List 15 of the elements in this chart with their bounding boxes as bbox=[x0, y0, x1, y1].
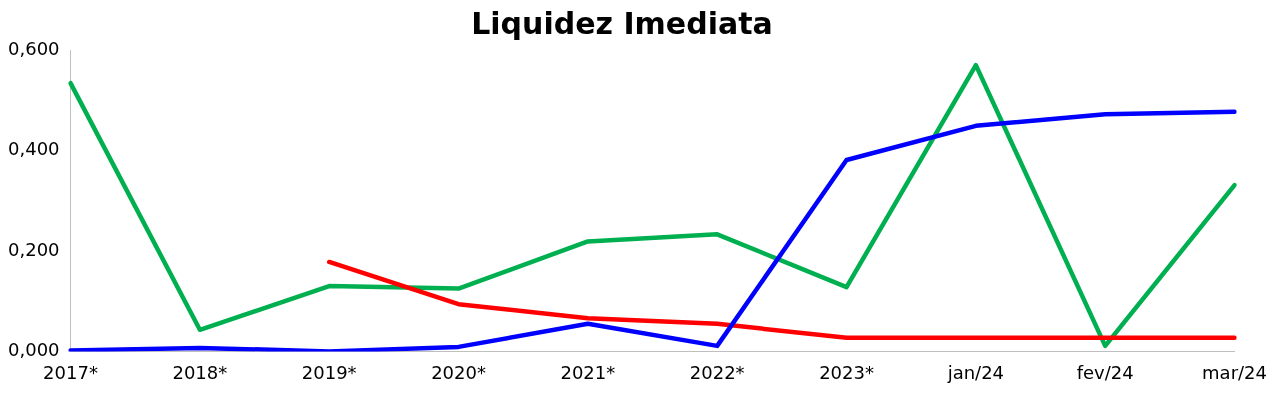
x-tick-label: 2018* bbox=[172, 361, 228, 383]
y-tick-label: 0,200 bbox=[8, 238, 60, 260]
y-tick-label: 0,400 bbox=[8, 138, 60, 160]
x-tick-label: fev/24 bbox=[1076, 361, 1134, 383]
x-tick-label: 2022* bbox=[689, 361, 745, 383]
x-tick-label: 2017* bbox=[43, 361, 98, 383]
y-tick-label: 0,600 bbox=[8, 37, 60, 59]
y-tick-label: 0,000 bbox=[8, 339, 60, 361]
chart-title: Liquidez Imediata bbox=[471, 5, 773, 41]
x-tick-label: jan/24 bbox=[946, 361, 1005, 383]
x-tick-label: mar/24 bbox=[1202, 361, 1267, 383]
x-tick-label: 2023* bbox=[819, 361, 874, 383]
x-tick-label: 2020* bbox=[431, 361, 486, 383]
x-tick-label: 2019* bbox=[301, 361, 357, 383]
x-tick-label: 2021* bbox=[560, 361, 616, 383]
